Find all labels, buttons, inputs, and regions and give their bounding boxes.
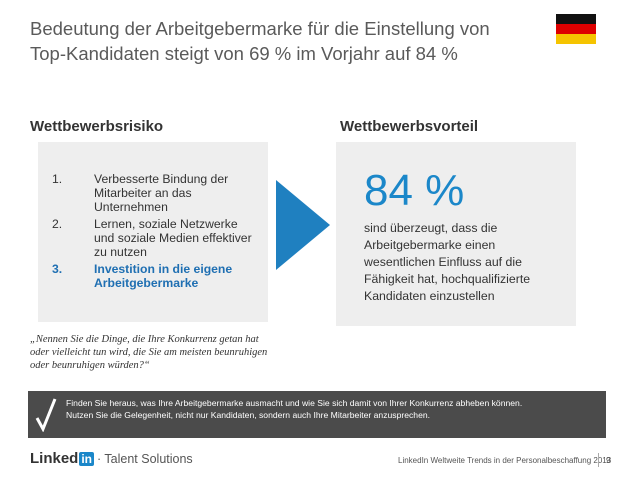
item-text: Verbesserte Bindung der Mitarbeiter an d… [94, 172, 229, 214]
bottom-bar [28, 391, 606, 438]
bottom-text: Finden Sie heraus, was Ihre Arbeitgeberm… [66, 398, 523, 420]
footer-source: LinkedIn Weltweite Trends in der Persona… [398, 456, 612, 465]
stat-description: sind überzeugt, dass die Arbeitgebermark… [364, 221, 531, 303]
quote: „Nennen Sie die Dinge, die Ihre Konkurre… [30, 334, 268, 371]
big-stat: 84 % [364, 166, 465, 215]
logo-suffix: · Talent Solutions [97, 451, 193, 466]
title-line: Bedeutung der Arbeitgebermarke für die E… [30, 18, 490, 39]
logo: Linked in · Talent Solutions [30, 450, 193, 467]
title-line: Top-Kandidaten steigt von 69 % im Vorjah… [30, 43, 458, 64]
page-number: 9 [606, 456, 611, 465]
arrow [276, 180, 330, 270]
list-item: 3. Investition in die eigene Arbeitgeberm… [52, 262, 254, 290]
divider [598, 453, 599, 467]
right-heading: Wettbewerbsvorteil [340, 118, 479, 135]
item-number: 2. [52, 217, 63, 231]
logo-badge: in [79, 451, 95, 466]
list-item: 1. Verbesserte Bindung der Mitarbeiter an… [52, 172, 254, 214]
list-item: 2. Lernen, soziale Netzwerke und soziale … [52, 217, 254, 259]
item-list: 1. Verbesserte Bindung der Mitarbeiter an… [38, 142, 268, 290]
right-box: 84 % sind überzeugt, dass die Arbeitgebe… [336, 142, 576, 326]
left-box: 1. Verbesserte Bindung der Mitarbeiter an… [38, 142, 268, 322]
slide-title: Bedeutung der Arbeitgebermarke für die E… [30, 16, 570, 66]
checkmark [35, 398, 57, 432]
item-text: Investition in die eigene Arbeitgebermar… [94, 262, 233, 290]
left-heading: Wettbewerbsrisiko [30, 118, 164, 135]
logo-text: Linked [30, 450, 79, 467]
item-text: Lernen, soziale Netzwerke und soziale Me… [94, 217, 252, 259]
item-number: 3. [52, 262, 63, 276]
flag [556, 14, 596, 44]
item-number: 1. [52, 172, 63, 186]
